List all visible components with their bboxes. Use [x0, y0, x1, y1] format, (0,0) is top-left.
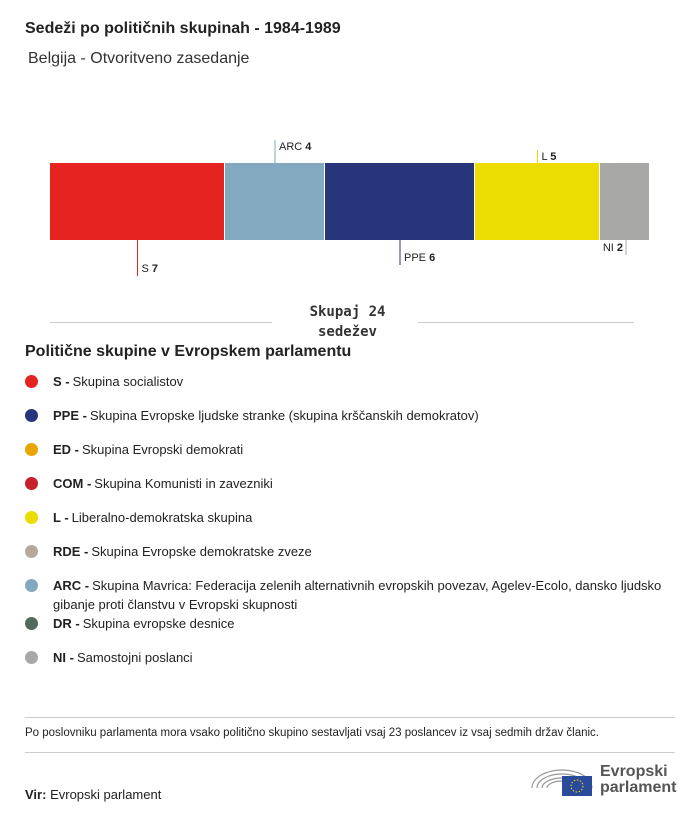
- bar-label-S: S 7: [142, 263, 159, 275]
- legend-text: L - Liberalno-demokratska skupina: [53, 510, 253, 525]
- divider: [25, 752, 675, 753]
- parliament-hemicycle-icon: [531, 769, 593, 796]
- total-seats: Skupaj 24 sedežev: [275, 302, 420, 342]
- legend-item: S - Skupina socialistov: [25, 372, 665, 406]
- legend-text: COM - Skupina Komunisti in zavezniki: [53, 476, 273, 491]
- legend-text: DR - Skupina evropske desnice: [53, 616, 235, 631]
- divider: [50, 322, 272, 323]
- legend-dot-icon: [25, 651, 38, 664]
- bar-S: [50, 163, 224, 240]
- bar-label-L: L 5: [542, 151, 557, 163]
- legend-item: NI - Samostojni poslanci: [25, 648, 665, 682]
- legend-text: ED - Skupina Evropski demokrati: [53, 442, 244, 457]
- bar-L: [475, 163, 599, 240]
- bar-NI: [600, 163, 649, 240]
- legend-dot-icon: [25, 579, 38, 592]
- legend-dot-icon: [25, 511, 38, 524]
- legend-text: ARC - Skupina Mavrica: Federacija zelenih…: [53, 578, 662, 612]
- footnote: Po poslovniku parlamenta mora vsako poli…: [25, 727, 600, 739]
- legend-text: RDE - Skupina Evropske demokratske zveze: [53, 544, 312, 559]
- legend-dot-icon: [25, 375, 38, 388]
- total-label: Skupaj 24: [309, 304, 386, 320]
- legend-dot-icon: [25, 477, 38, 490]
- legend-text: NI - Samostojni poslanci: [53, 650, 193, 665]
- bar-PPE: [325, 163, 474, 240]
- total-unit: sedežev: [317, 324, 377, 340]
- legend-dot-icon: [25, 443, 38, 456]
- chart-subtitle: Belgija - Otvoritveno zasedanje: [28, 50, 250, 67]
- legend-dot-icon: [25, 617, 38, 630]
- bar-label-PPE: PPE 6: [404, 252, 435, 264]
- legend-item: RDE - Skupina Evropske demokratske zveze: [25, 542, 665, 576]
- seats-bar-chart: S 7 ARC 4 PPE 6 L 5 NI 2: [50, 140, 649, 276]
- legend: S - Skupina socialistov PPE - Skupina Evrop…: [25, 372, 665, 682]
- legend-item: COM - Skupina Komunisti in zavezniki: [25, 474, 665, 508]
- legend-text: S - Skupina socialistov: [53, 374, 184, 389]
- logo-line1: Evropski: [600, 763, 668, 780]
- legend-dot-icon: [25, 409, 38, 422]
- source: Vir: Evropski parlament: [25, 787, 161, 802]
- divider: [25, 717, 675, 718]
- logo-line2: parlament: [600, 779, 677, 796]
- bar-ARC: [225, 163, 324, 240]
- source-value: Evropski parlament: [50, 787, 162, 802]
- legend-text: PPE - Skupina Evropske ljudske stranke (s…: [53, 408, 479, 423]
- legend-item: ARC - Skupina Mavrica: Federacija zelenih…: [25, 576, 665, 614]
- chart-title: Sedeži po političnih skupinah - 1984-198…: [25, 20, 341, 37]
- source-label: Vir:: [25, 787, 47, 802]
- ep-logo: Evropski parlament: [530, 762, 676, 798]
- legend-dot-icon: [25, 545, 38, 558]
- divider: [418, 322, 634, 323]
- legend-item: ED - Skupina Evropski demokrati: [25, 440, 665, 474]
- legend-item: DR - Skupina evropske desnice: [25, 614, 665, 648]
- bar-label-ARC: ARC 4: [279, 141, 312, 153]
- legend-item: PPE - Skupina Evropske ljudske stranke (s…: [25, 406, 665, 440]
- legend-item: L - Liberalno-demokratska skupina: [25, 508, 665, 542]
- bar-label-NI: NI 2: [603, 242, 623, 254]
- legend-title: Politične skupine v Evropskem parlamentu: [25, 343, 352, 360]
